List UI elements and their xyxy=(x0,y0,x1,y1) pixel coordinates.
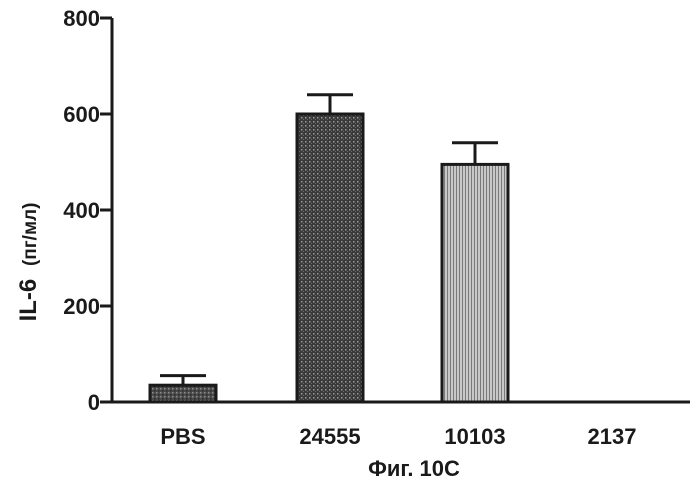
bar-24555 xyxy=(297,114,363,402)
y-tick-label: 600 xyxy=(63,102,100,127)
y-tick-label: 0 xyxy=(88,390,100,415)
y-axis-label-main: IL-6 xyxy=(15,279,42,322)
bar-PBS xyxy=(150,385,216,402)
y-axis-label-unit: (пг/мл) xyxy=(20,203,41,266)
x-category-label: PBS xyxy=(160,424,205,449)
x-category-label: 10103 xyxy=(444,424,505,449)
y-tick-label: 200 xyxy=(63,294,100,319)
y-tick-label: 400 xyxy=(63,198,100,223)
y-tick-label: 800 xyxy=(63,6,100,31)
y-axis-label: IL-6 (пг/мл) xyxy=(15,203,42,322)
bar-10103 xyxy=(442,164,508,402)
x-category-label: 2137 xyxy=(588,424,637,449)
figure-caption: Фиг. 10C xyxy=(368,456,460,481)
x-category-label: 24555 xyxy=(299,424,360,449)
